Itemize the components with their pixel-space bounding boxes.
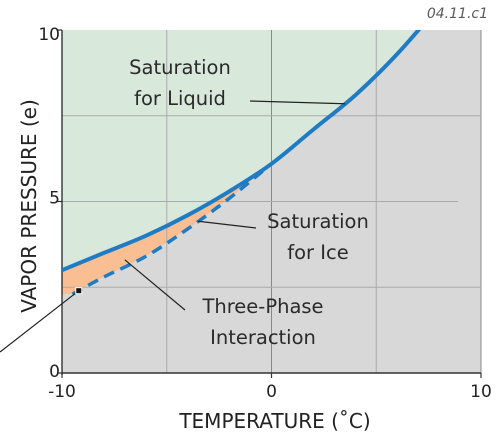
series-line-liquid	[62, 30, 422, 273]
x-tick-label: 10	[470, 382, 492, 402]
x-tick-label: -10	[48, 382, 76, 402]
annotation-leader	[249, 100, 345, 105]
y-tick-label: 10	[38, 25, 60, 45]
y-axis-title: VAPOR PRESSURE (e)	[17, 99, 41, 313]
y-tick-label: 0	[49, 362, 60, 382]
annotation-leader	[124, 259, 186, 311]
annotation-label: Three-Phase Interaction	[201, 295, 323, 349]
x-axis-title: TEMPERATURE (˚C)	[178, 409, 370, 433]
saturation-curves	[62, 30, 422, 296]
liquid-region	[62, 30, 440, 271]
annotation-leader	[198, 220, 257, 229]
marker-point	[75, 287, 83, 295]
annotations: Saturation for Liquid Saturation for Ice Thr…	[0, 56, 369, 353]
y-tick-label: 5	[49, 189, 60, 209]
marker-leader	[0, 290, 80, 353]
x-tick-label: 0	[266, 382, 277, 402]
annotation-label: Saturation for Liquid	[129, 56, 231, 110]
annotation-label: Saturation for Ice	[267, 210, 369, 264]
series-line-ice	[71, 162, 273, 296]
figure-id: 04.11.c1	[427, 6, 488, 22]
